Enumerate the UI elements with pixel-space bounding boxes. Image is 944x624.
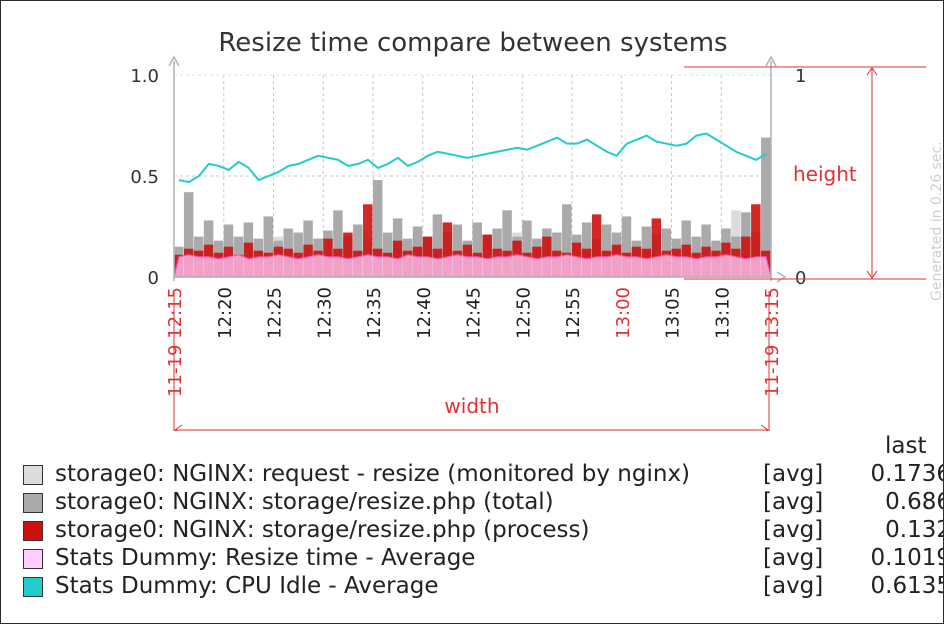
generated-note: Generated in 0.26 sec. (929, 141, 944, 301)
chart-title: Resize time compare between systems (218, 28, 727, 58)
legend-func: [avg] (763, 573, 824, 599)
series-5-line (178, 132, 767, 184)
legend-last-value: 0.1019 (870, 545, 944, 571)
series-3-bar (591, 214, 602, 277)
y-left-tick-label: 0 (148, 268, 159, 289)
legend-row: storage0: NGINX: request - resize (monit… (23, 461, 943, 489)
legend-swatch (23, 465, 43, 485)
y-axis-right-arrow (765, 55, 777, 67)
legend-row: storage0: NGINX: storage/resize.php (tot… (23, 489, 943, 517)
series-2-bar (502, 210, 512, 277)
legend-last-value: 0.132 (885, 517, 943, 543)
series-3-bar (363, 204, 373, 277)
x-tick-label: 12:25 (265, 287, 286, 339)
legend-func: [avg] (763, 461, 824, 487)
series-2-bar (472, 222, 482, 277)
y-left-tick-label: 0.5 (130, 167, 159, 188)
x-tick-label: 11-19 12:15 (165, 287, 186, 397)
x-tick-label: 13:10 (712, 287, 733, 339)
series-3-bar (751, 204, 761, 277)
x-tick-label: 12:35 (364, 287, 385, 339)
series-2-bar (601, 224, 612, 277)
series-2-bar (452, 224, 463, 277)
legend-label: storage0: NGINX: request - resize (monit… (55, 461, 691, 487)
legend-column-last: last (885, 433, 927, 459)
x-tick-label: 12:55 (563, 287, 584, 339)
series-2-bar (522, 220, 532, 277)
legend-row: storage0: NGINX: storage/resize.php (pro… (23, 517, 943, 545)
x-tick-label: 12:20 (215, 287, 236, 339)
series-2-bar (761, 137, 771, 277)
series-3-bar (741, 236, 751, 277)
legend-row: Stats Dummy: Resize time - Average [avg] 0… (23, 545, 943, 573)
legend-last-value: 0.6135 (870, 573, 944, 599)
legend-swatch (23, 521, 43, 541)
legend-swatch (23, 549, 43, 569)
legend-swatch (23, 577, 43, 597)
y-left-tick-label: 1.0 (130, 66, 159, 87)
series-2-bar (432, 214, 443, 277)
legend-label: Stats Dummy: CPU Idle - Average (55, 573, 439, 599)
series-3-bar (651, 218, 662, 277)
series-4-area (173, 254, 772, 278)
y-axis-left-arrow (168, 55, 180, 67)
series-2-bar (373, 180, 383, 277)
x-tick-label: 12:30 (314, 287, 335, 339)
width-arrow-left (174, 424, 183, 431)
legend-row: Stats Dummy: CPU Idle - Average [avg] 0.61… (23, 573, 943, 601)
legend-last-value: 0.686 (885, 489, 943, 515)
legend-func: [avg] (763, 545, 824, 571)
x-axis-arrow (776, 271, 787, 283)
legend-label: storage0: NGINX: storage/resize.php (tot… (55, 489, 554, 515)
legend-func: [avg] (763, 489, 824, 515)
series-3-bar (482, 234, 492, 277)
width-annotation: width (444, 394, 499, 418)
legend-header: last (23, 433, 943, 461)
series-2-bar (353, 224, 363, 277)
width-arrow-right (760, 424, 769, 431)
x-tick-label: 13:00 (613, 287, 634, 339)
series-2-bar (183, 192, 194, 277)
legend-label: Stats Dummy: Resize time - Average (55, 545, 476, 571)
series-2-bar (562, 204, 572, 277)
chart-svg: Resize time compare between systems 1.0 0.… (130, 28, 926, 431)
legend-label: storage0: NGINX: storage/resize.php (pro… (55, 517, 590, 543)
height-annotation: height (793, 162, 857, 186)
series-3-bar (343, 232, 353, 277)
series-3-bar (442, 222, 453, 277)
y-right-tick-label: 1 (795, 66, 806, 87)
x-tick-label: 11-19 13:15 (762, 287, 783, 397)
height-arrow-top (866, 67, 878, 76)
x-tick-label: 13:05 (663, 287, 684, 339)
x-tick-label: 12:50 (513, 287, 534, 339)
series-2-bar (621, 216, 632, 277)
legend-swatch (23, 493, 43, 513)
x-tick-label: 12:40 (414, 287, 435, 339)
height-arrow-bottom (866, 270, 878, 279)
x-tick-label: 12:45 (464, 287, 485, 339)
legend-last-value: 0.1736 (870, 461, 944, 487)
series-2-bar (333, 210, 343, 277)
legend-func: [avg] (763, 517, 824, 543)
series-2-bar (263, 216, 273, 277)
